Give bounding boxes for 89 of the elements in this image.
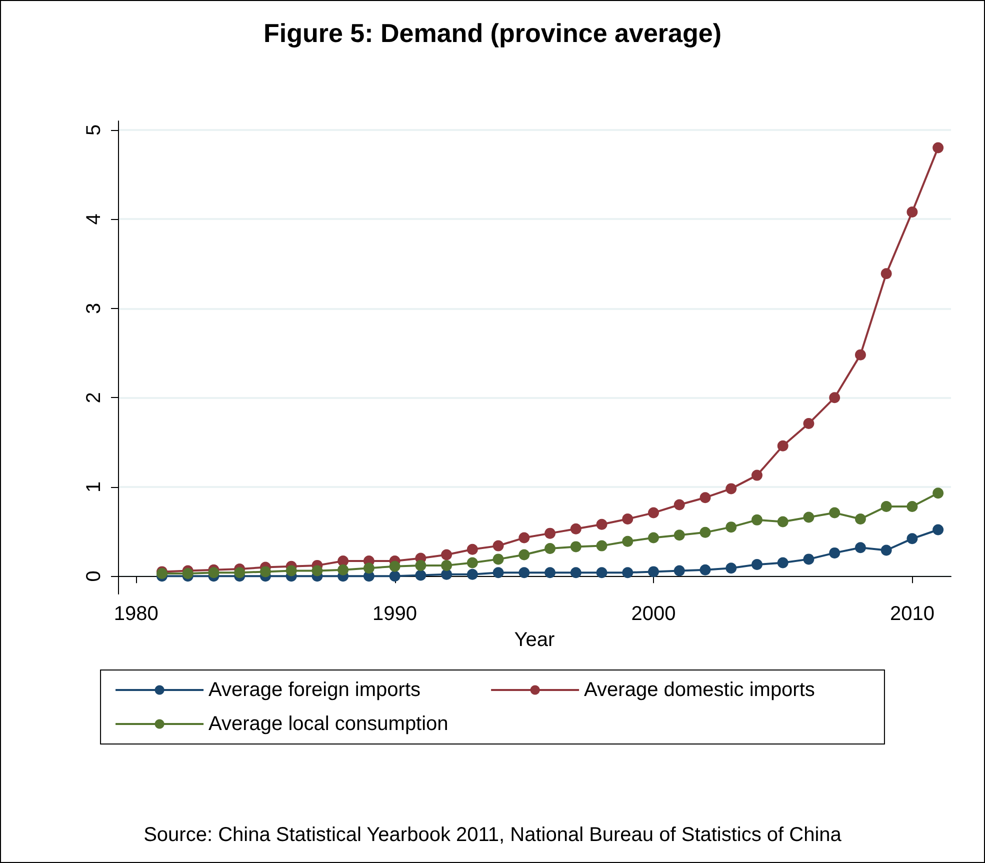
point xyxy=(829,547,840,558)
point xyxy=(700,564,711,576)
point xyxy=(700,492,711,504)
point xyxy=(544,567,556,578)
point xyxy=(726,483,737,494)
point xyxy=(726,522,737,533)
point xyxy=(596,518,608,530)
point xyxy=(803,512,814,523)
point xyxy=(648,507,659,518)
point xyxy=(829,392,840,404)
point xyxy=(182,568,194,579)
point xyxy=(622,567,634,578)
chart-title: Figure 5: Demand (province average) xyxy=(263,18,722,48)
point xyxy=(338,555,349,566)
point xyxy=(854,514,866,525)
point xyxy=(674,499,685,510)
y-tick-label: 1 xyxy=(83,481,105,492)
point xyxy=(596,567,608,578)
point xyxy=(260,566,271,578)
point xyxy=(906,206,918,218)
point xyxy=(363,562,374,574)
point xyxy=(880,544,892,556)
point xyxy=(518,567,530,578)
point xyxy=(751,559,762,570)
legend-label: Average domestic imports xyxy=(584,679,870,701)
point xyxy=(312,565,323,576)
point xyxy=(777,516,788,528)
point xyxy=(208,567,220,578)
y-tick-label: 4 xyxy=(83,214,105,225)
y-tick-label: 3 xyxy=(83,302,105,314)
point xyxy=(492,567,504,578)
point xyxy=(570,523,582,534)
point xyxy=(880,268,892,280)
point xyxy=(415,560,426,571)
legend-label: Average local consumption xyxy=(208,713,504,735)
point xyxy=(389,560,400,572)
x-axis-title: Year xyxy=(514,629,556,651)
x-tick-label: 1980 xyxy=(114,603,158,625)
x-tick-label: 2010 xyxy=(890,603,934,625)
point xyxy=(700,526,711,538)
point xyxy=(648,532,659,544)
point xyxy=(622,536,634,547)
point xyxy=(854,349,866,360)
point xyxy=(674,530,685,541)
point xyxy=(829,507,840,518)
point xyxy=(466,544,478,555)
point xyxy=(518,549,530,560)
y-tick-label: 2 xyxy=(83,392,105,404)
point xyxy=(751,514,762,526)
point xyxy=(544,528,556,539)
y-tick-label: 0 xyxy=(83,570,105,582)
point xyxy=(906,501,918,512)
point xyxy=(932,524,944,536)
point xyxy=(803,554,814,565)
point xyxy=(234,567,246,578)
point xyxy=(492,554,504,565)
point xyxy=(570,567,582,578)
x-tick-label: 1990 xyxy=(372,603,418,625)
point xyxy=(441,560,452,571)
point xyxy=(518,532,530,544)
point xyxy=(415,570,426,581)
point xyxy=(906,533,918,544)
point xyxy=(596,540,608,552)
point xyxy=(570,541,582,552)
point xyxy=(777,440,788,452)
point xyxy=(441,549,452,560)
point xyxy=(441,568,452,580)
point xyxy=(880,501,892,512)
point xyxy=(389,570,400,582)
source-note: Source: China Statistical Yearbook 2011, National Bureau of Statistics of China xyxy=(144,824,842,846)
point xyxy=(466,557,478,568)
legend-label: Average foreign imports xyxy=(208,679,476,701)
point xyxy=(777,557,788,568)
point xyxy=(338,564,349,576)
point xyxy=(286,565,297,576)
point xyxy=(648,566,659,578)
point xyxy=(492,540,504,552)
point xyxy=(674,565,685,576)
point xyxy=(932,488,944,499)
y-tick-label: 5 xyxy=(83,124,105,136)
point xyxy=(544,542,556,554)
point xyxy=(751,470,762,481)
point xyxy=(622,514,634,525)
point xyxy=(932,142,944,154)
point xyxy=(854,542,866,554)
x-tick-label: 2000 xyxy=(631,603,676,625)
point xyxy=(726,562,737,574)
point xyxy=(466,568,478,580)
point xyxy=(803,418,814,430)
